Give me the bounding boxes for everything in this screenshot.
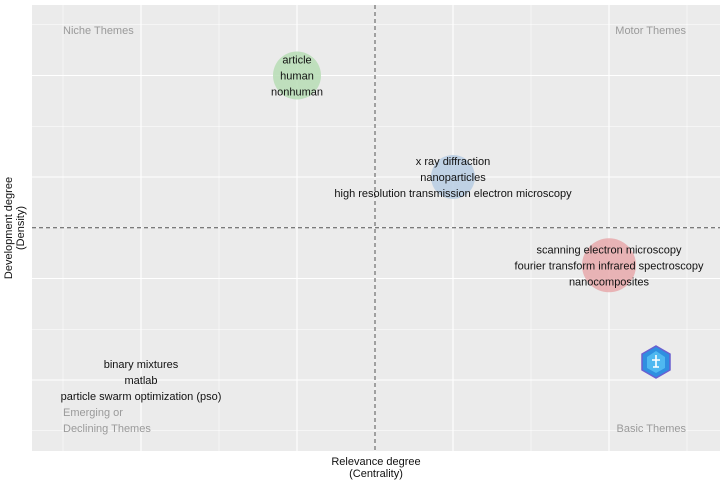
quadrant-label-basic: Basic Themes xyxy=(617,423,687,435)
x-axis-title-1: Relevance degree xyxy=(331,456,420,468)
cluster-label: fourier transform infrared spectroscopy xyxy=(515,260,704,272)
cluster-label: nanocomposites xyxy=(569,276,650,288)
y-axis-title-1: Development degree xyxy=(3,177,15,279)
cluster-label: binary mixtures xyxy=(104,359,179,371)
cluster-label: particle swarm optimization (pso) xyxy=(61,391,222,403)
cluster-bubble[interactable] xyxy=(582,238,636,293)
cluster-label: scanning electron microscopy xyxy=(537,244,682,256)
cluster-bubble[interactable] xyxy=(431,155,475,199)
quadrant-label-motor: Motor Themes xyxy=(615,25,686,37)
cluster-bubble[interactable] xyxy=(273,51,321,100)
quadrant-label-niche: Niche Themes xyxy=(63,25,134,37)
cluster-label: matlab xyxy=(124,375,157,387)
cluster-label: human xyxy=(280,71,314,83)
cluster-label: nanoparticles xyxy=(420,172,486,184)
cluster-label: article xyxy=(282,55,311,67)
y-axis-title-2: (Density) xyxy=(15,206,27,250)
clusters: article human nonhuman x ray diffraction nan… xyxy=(61,51,704,403)
logo-icon xyxy=(641,345,671,379)
x-axis-title-2: (Centrality) xyxy=(349,468,403,480)
quadrant-label-emerging-2: Declining Themes xyxy=(63,423,151,435)
cluster-label: x ray diffraction xyxy=(416,156,490,168)
cluster-label: nonhuman xyxy=(271,87,323,99)
quadrant-label-emerging-1: Emerging or xyxy=(63,407,123,419)
cluster-label: high resolution transmission electron mi… xyxy=(334,188,572,200)
